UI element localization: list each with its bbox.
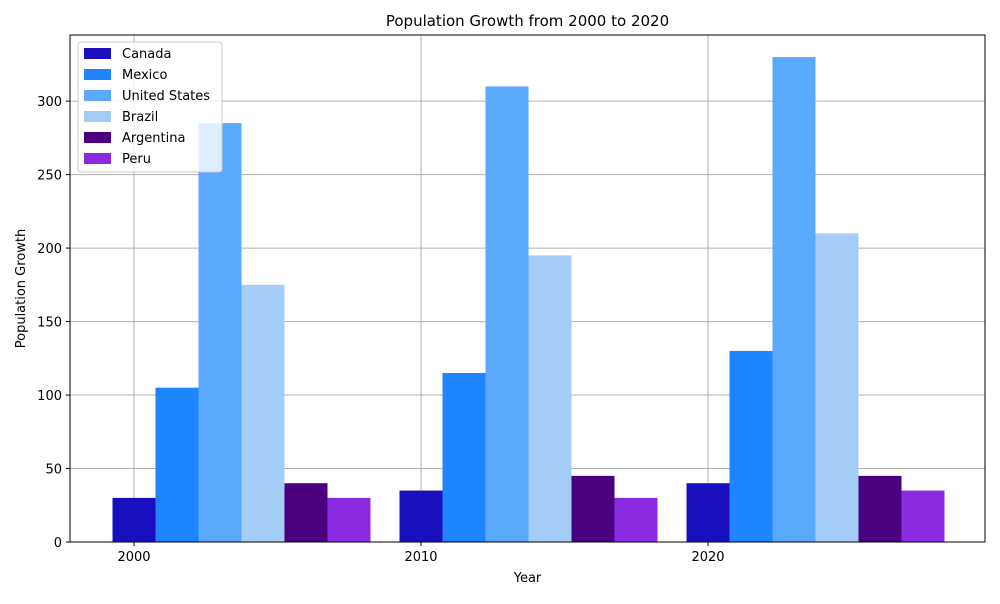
- x-tick-label: 2000: [117, 550, 150, 565]
- bar-brazil-2000: [241, 284, 285, 542]
- bar-united-states-2000: [198, 123, 242, 542]
- legend-swatch: [84, 153, 111, 164]
- legend-swatch: [84, 48, 111, 59]
- bar-mexico-2000: [155, 387, 199, 542]
- legend-swatch: [84, 90, 111, 101]
- y-axis-ticks: 0 50 100 150 200 250 300: [37, 95, 70, 551]
- bar-united-states-2020: [772, 57, 816, 542]
- legend-swatch: [84, 69, 111, 80]
- bar-canada-2010: [399, 490, 443, 542]
- y-tick-label: 200: [37, 242, 62, 257]
- bar-peru-2020: [901, 490, 945, 542]
- legend-swatch: [84, 111, 111, 122]
- chart-title: Population Growth from 2000 to 2020: [386, 12, 669, 30]
- bar-peru-2000: [327, 497, 371, 542]
- bar-canada-2020: [686, 483, 730, 542]
- bar-peru-2010: [614, 497, 658, 542]
- legend-label: Canada: [122, 47, 171, 62]
- y-tick-label: 250: [37, 169, 62, 184]
- bar-brazil-2010: [528, 255, 572, 542]
- legend-label: Argentina: [122, 131, 185, 146]
- y-tick-label: 0: [54, 536, 62, 551]
- bar-brazil-2020: [815, 233, 859, 543]
- y-axis-label: Population Growth: [14, 229, 29, 349]
- legend-label: Mexico: [122, 68, 167, 83]
- bar-united-states-2010: [485, 86, 529, 542]
- bar-mexico-2020: [729, 350, 773, 542]
- legend: Canada Mexico United States Brazil Argentina…: [77, 41, 223, 173]
- y-tick-label: 50: [45, 463, 62, 478]
- y-tick-label: 300: [37, 95, 62, 110]
- legend-swatch: [84, 132, 111, 143]
- legend-label: United States: [122, 89, 210, 104]
- x-tick-label: 2020: [691, 550, 724, 565]
- bar-argentina-2020: [858, 475, 902, 542]
- legend-box: [77, 41, 223, 173]
- bar-argentina-2010: [571, 475, 615, 542]
- plot-frame: [69, 34, 986, 543]
- bar-argentina-2000: [284, 483, 328, 542]
- x-tick-label: 2010: [404, 550, 437, 565]
- x-axis-label: Year: [513, 571, 542, 586]
- bars: [112, 57, 945, 543]
- y-tick-label: 150: [37, 316, 62, 331]
- legend-label: Brazil: [122, 110, 158, 125]
- y-tick-label: 100: [37, 389, 62, 404]
- legend-label: Peru: [122, 152, 151, 167]
- bar-canada-2000: [112, 497, 156, 542]
- x-axis-ticks: 2000 2010 2020: [117, 542, 725, 565]
- bar-mexico-2010: [442, 373, 486, 542]
